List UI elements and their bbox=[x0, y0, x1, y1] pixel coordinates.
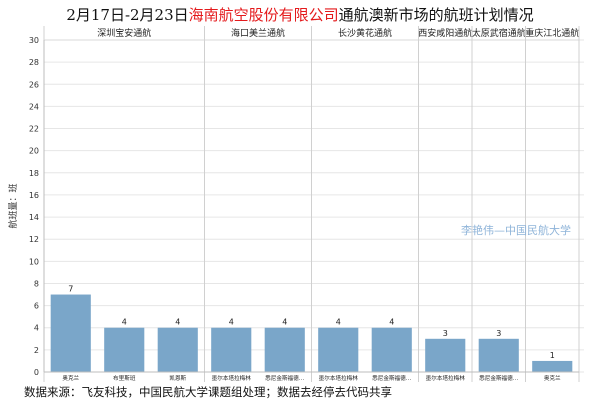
y-tick-label: 0 bbox=[34, 368, 39, 377]
y-tick-label: 20 bbox=[29, 147, 39, 156]
chart-area: 0 2 4 6 8 10 12 14 16 18 20 22 24 26 28 30 航班量：班 深圳宝安通航 7 奥… bbox=[0, 26, 600, 382]
bar-value-label: 4 bbox=[122, 318, 127, 327]
category-label: 悉尼金斯福德… bbox=[372, 374, 411, 382]
panel-title: 海口美兰通航 bbox=[231, 27, 285, 39]
panel-title: 深圳宝安通航 bbox=[97, 27, 151, 39]
y-tick-label: 28 bbox=[29, 58, 39, 67]
y-tick-label: 4 bbox=[34, 324, 39, 333]
panel-title: 太原武宿通航 bbox=[472, 27, 526, 39]
title-prefix: 2月17日-2月23日 bbox=[66, 6, 189, 24]
category-label: 墨尔本塔拉梅林 bbox=[319, 374, 359, 382]
bar bbox=[264, 327, 305, 372]
y-tick-label: 22 bbox=[29, 125, 39, 134]
y-tick-label: 2 bbox=[34, 346, 39, 355]
category-label: 墨尔本塔拉梅林 bbox=[212, 374, 252, 382]
y-tick-label: 8 bbox=[34, 279, 39, 288]
category-label: 墨尔本塔拉梅林 bbox=[426, 374, 466, 382]
bar bbox=[478, 338, 519, 372]
panel-title: 长沙黄花通航 bbox=[338, 27, 392, 39]
data-source-note: 数据来源：飞友科技，中国民航大学课题组处理；数据去经停去代码共享 bbox=[24, 385, 392, 399]
bar-value-label: 4 bbox=[282, 318, 287, 327]
y-tick-label: 26 bbox=[29, 80, 39, 89]
category-label: 奥克兰 bbox=[544, 374, 561, 382]
y-axis-label: 航班量：班 bbox=[7, 183, 19, 228]
bar-value-label: 3 bbox=[443, 329, 448, 338]
bar bbox=[211, 327, 252, 372]
title-suffix: 通航澳新市场的航班计划情况 bbox=[338, 6, 534, 24]
y-tick-label: 12 bbox=[29, 235, 39, 244]
bar bbox=[50, 294, 91, 372]
y-tick-label: 18 bbox=[29, 169, 39, 178]
category-label: 凯恩斯 bbox=[169, 374, 186, 382]
y-tick-label: 16 bbox=[29, 191, 39, 200]
bar-value-label: 1 bbox=[550, 351, 555, 360]
bar bbox=[532, 360, 573, 372]
bar-value-label: 7 bbox=[68, 285, 73, 294]
category-label: 奥克兰 bbox=[62, 374, 79, 382]
bar-value-label: 4 bbox=[336, 318, 341, 327]
bar bbox=[371, 327, 412, 372]
chart-title: 2月17日-2月23日海南航空股份有限公司通航澳新市场的航班计划情况 bbox=[0, 4, 600, 28]
bar bbox=[104, 327, 145, 372]
y-tick-label: 6 bbox=[34, 302, 39, 311]
title-highlight: 海南航空股份有限公司 bbox=[188, 6, 339, 24]
panel-title: 重庆江北通航 bbox=[525, 27, 579, 39]
bar bbox=[157, 327, 198, 372]
y-tick-label: 24 bbox=[29, 102, 39, 111]
bar bbox=[425, 338, 466, 372]
bar-chart: 024681012141618202224262830航班量：班深圳宝安通航7奥… bbox=[7, 26, 584, 382]
bar-value-label: 3 bbox=[496, 329, 501, 338]
category-label: 悉尼金斯福德… bbox=[265, 374, 304, 382]
watermark-text: 李艳伟—中国民航大学 bbox=[461, 223, 571, 237]
bar bbox=[318, 327, 359, 372]
category-label: 布里斯班 bbox=[113, 374, 136, 382]
y-tick-label: 14 bbox=[29, 213, 39, 222]
category-label: 悉尼金斯福德… bbox=[479, 374, 518, 382]
bar-value-label: 4 bbox=[175, 318, 180, 327]
y-tick-label: 10 bbox=[29, 257, 39, 266]
y-tick-label: 30 bbox=[29, 36, 39, 45]
panel-title: 西安咸阳通航 bbox=[418, 27, 472, 39]
bar-value-label: 4 bbox=[389, 318, 394, 327]
bar-value-label: 4 bbox=[229, 318, 234, 327]
